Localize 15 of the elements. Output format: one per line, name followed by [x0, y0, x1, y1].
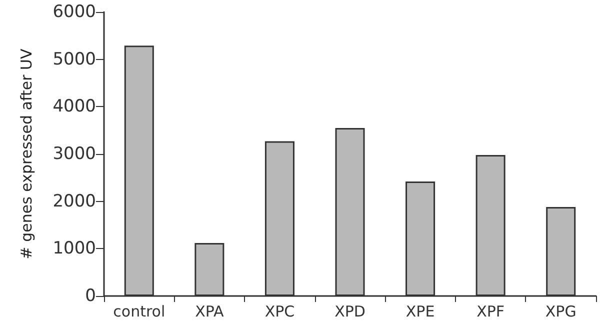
y-tick-label: 2000: [52, 191, 96, 212]
y-tick-label: 1000: [52, 238, 96, 259]
x-tick-label: XPD: [334, 302, 366, 320]
x-tick-label: XPA: [195, 302, 224, 320]
x-tick-label: control: [113, 302, 166, 320]
y-tick-label: 3000: [52, 144, 96, 164]
y-tick-label: 4000: [52, 96, 96, 117]
y-tick-label: 5000: [52, 49, 96, 70]
x-tick-label: XPC: [264, 302, 295, 320]
y-axis-title: # genes expressed after UV: [18, 48, 36, 260]
x-tick-label: XPF: [476, 302, 505, 320]
x-tick-label: XPE: [406, 302, 435, 320]
y-tick-label: 0: [85, 286, 96, 306]
x-tick-label: XPG: [545, 302, 576, 320]
y-tick-label: 6000: [52, 2, 96, 22]
